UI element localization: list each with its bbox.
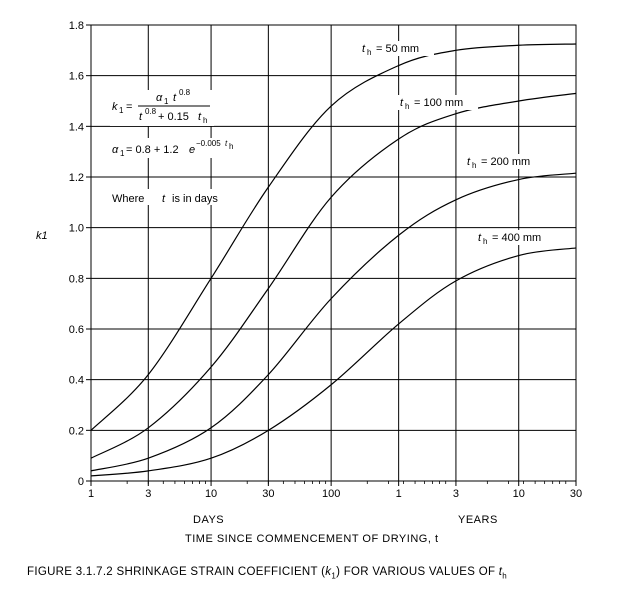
svg-text:h: h [483, 237, 487, 246]
eq-denominator-t: t [139, 111, 143, 123]
eq-numerator-exp: 0.8 [179, 88, 191, 97]
equation-where: Where t is in days [110, 189, 240, 205]
x-tick-label: 10 [513, 488, 525, 500]
curve-label-400: t h = 400 mm [476, 230, 558, 246]
y-axis-label: k1 [36, 230, 48, 242]
figure-caption: FIGURE 3.1.7.2 SHRINKAGE STRAIN COEFFICI… [27, 566, 508, 581]
y-tick-label: 0.4 [69, 375, 84, 387]
svg-text:h: h [472, 161, 476, 170]
y-tick-label: 0.6 [69, 324, 84, 336]
x-axis-years-label: YEARS [458, 514, 498, 526]
svg-text:t: t [362, 43, 366, 55]
eq-denominator-th: t [198, 111, 202, 123]
svg-text:= 200 mm: = 200 mm [481, 156, 530, 168]
series-line-1 [90, 92, 577, 459]
svg-text:= 400 mm: = 400 mm [492, 232, 541, 244]
eq-alpha-e: e [189, 144, 195, 156]
eq-where-prefix: Where [112, 193, 144, 205]
y-tick-label: 1.4 [69, 121, 84, 133]
y-tick-label: 0 [78, 476, 84, 488]
svg-text:= 50 mm: = 50 mm [376, 43, 419, 55]
x-tick-label: 3 [453, 488, 459, 500]
y-tick-label: 1.0 [69, 223, 84, 235]
eq-k1-lhs-sub: 1 [119, 106, 124, 115]
equation-alpha: α 1 = 0.8 + 1.2 e −0.005 t h [110, 138, 250, 158]
eq-alpha-exp-t: t [225, 139, 228, 148]
x-tick-label: 1 [396, 488, 402, 500]
series-line-2 [90, 172, 577, 472]
eq-k1-equals: = [126, 101, 132, 113]
eq-denominator-th-sub: h [203, 116, 207, 125]
y-tick-label: 0.8 [69, 273, 84, 285]
curve-label-100: t h = 100 mm [398, 95, 478, 111]
curve-label-50: t h = 50 mm [360, 41, 434, 57]
eq-alpha-lhs: α [112, 144, 119, 156]
eq-alpha-lhs-sub: 1 [120, 149, 125, 158]
x-tick-label: 100 [322, 488, 340, 500]
axis-ticks: 0 0.2 0.4 0.6 0.8 1.0 1.2 1.4 1.6 1.8 1 3 10 30 100 1 3 1… [69, 20, 582, 500]
eq-denominator-rest: + 0.15 [158, 111, 189, 123]
curves [90, 43, 577, 477]
x-tick-label: 1 [88, 488, 94, 500]
eq-numerator-t: t [173, 92, 177, 104]
x-tick-label: 10 [205, 488, 217, 500]
eq-alpha-exp: −0.005 [196, 139, 221, 148]
y-tick-label: 1.2 [69, 172, 84, 184]
svg-text:t: t [400, 97, 404, 109]
eq-where-suffix: is in days [172, 193, 218, 205]
eq-numerator-alpha: α [156, 92, 163, 104]
svg-text:h: h [367, 48, 371, 57]
eq-numerator-sub: 1 [164, 97, 169, 106]
x-tick-label: 30 [262, 488, 274, 500]
eq-denominator-exp: 0.8 [145, 107, 157, 116]
svg-text:t: t [478, 232, 482, 244]
equation-k1: k 1 = α 1 t 0.8 t 0.8 + 0.15 t h [110, 88, 214, 126]
eq-k1-lhs: k [112, 101, 118, 113]
svg-text:t: t [467, 156, 471, 168]
x-tick-label: 30 [570, 488, 582, 500]
svg-text:h: h [405, 102, 409, 111]
series-line-0 [90, 43, 577, 431]
x-axis-days-label: DAYS [193, 514, 224, 526]
curve-label-200: t h = 200 mm [465, 154, 547, 170]
series-line-3 [90, 247, 577, 477]
y-tick-label: 1.6 [69, 71, 84, 83]
eq-where-t: t [162, 193, 166, 205]
svg-text:= 100 mm: = 100 mm [414, 97, 463, 109]
y-tick-label: 0.2 [69, 425, 84, 437]
plot-frame [90, 24, 577, 482]
x-axis-title: TIME SINCE COMMENCEMENT OF DRYING, t [185, 533, 439, 545]
y-tick-label: 1.8 [69, 20, 84, 32]
eq-alpha-rhs: = 0.8 + 1.2 [126, 144, 179, 156]
x-tick-label: 3 [145, 488, 151, 500]
eq-alpha-exp-t-sub: h [229, 142, 233, 151]
